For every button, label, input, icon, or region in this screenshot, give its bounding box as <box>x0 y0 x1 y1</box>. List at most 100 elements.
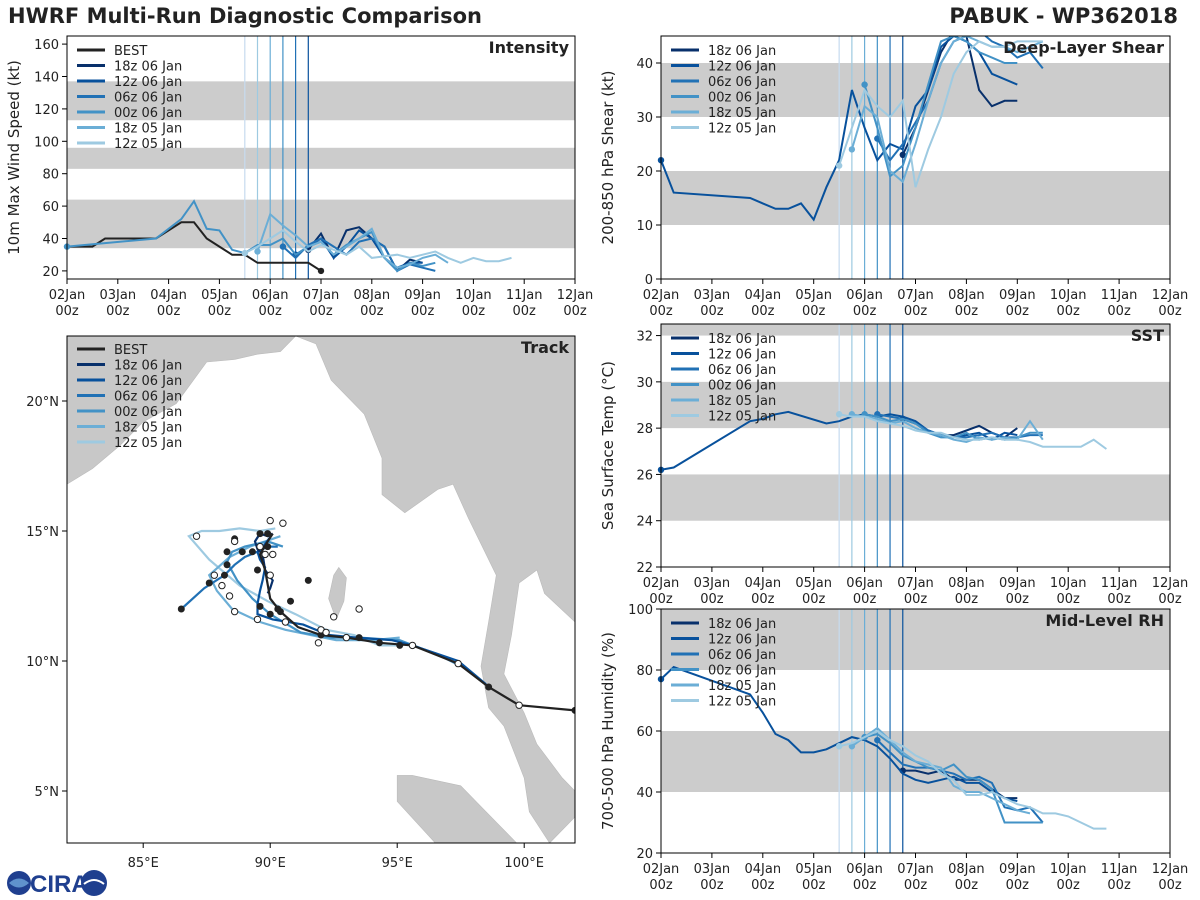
logo-text: CIRA <box>30 871 89 898</box>
rh-ytick-label-100: 100 <box>628 603 653 618</box>
intensity-title: Intensity <box>489 38 570 57</box>
intensity-xtick-sublabel-10: 00z <box>563 304 587 319</box>
sst-legend-label-18z-06-jan: 18z 06 Jan <box>708 332 776 347</box>
rh-xtick-label-9: 11Jan <box>1101 862 1138 877</box>
intensity-xtick-label-7: 09Jan <box>404 288 441 303</box>
shear-xtick-sublabel-4: 00z <box>853 304 877 319</box>
sst-xtick-label-10: 12Jan <box>1152 576 1189 591</box>
rh-xtick-label-4: 06Jan <box>846 862 883 877</box>
shear-xtick-sublabel-0: 00z <box>649 304 673 319</box>
rh-xtick-sublabel-6: 00z <box>955 878 979 893</box>
track-ytick-label-2: 15°N <box>26 525 59 540</box>
sst-legend-label-12z-06-jan: 12z 06 Jan <box>708 348 776 363</box>
shear-start-marker-18z-06-jan <box>899 151 906 158</box>
intensity-series-18z-05-jan <box>256 212 449 269</box>
sst-xtick-label-8: 10Jan <box>1050 576 1087 591</box>
track-legend-label-18z-05-jan: 18z 05 Jan <box>114 421 182 436</box>
track-marker-open-22 <box>210 571 219 579</box>
rh-xtick-label-7: 09Jan <box>999 862 1036 877</box>
track-marker-filled-21 <box>396 641 404 649</box>
sst-xtick-label-2: 04Jan <box>745 576 782 591</box>
shear-start-marker-18z-05-jan <box>848 146 856 153</box>
shear-xtick-sublabel-1: 00z <box>700 304 724 319</box>
shear-xtick-label-10: 12Jan <box>1152 288 1189 303</box>
shear-xtick-label-5: 07Jan <box>897 288 934 303</box>
sst-legend-label-18z-05-jan: 18z 05 Jan <box>708 394 776 409</box>
cira-logo: CIRA <box>7 870 107 898</box>
storm-id: PABUK - WP362018 <box>949 4 1178 28</box>
rh-xtick-sublabel-1: 00z <box>700 878 724 893</box>
shear-xtick-sublabel-3: 00z <box>802 304 826 319</box>
rh-xtick-label-8: 10Jan <box>1050 862 1087 877</box>
rh-legend-label-06z-06-jan: 06z 06 Jan <box>708 648 776 663</box>
rh-series-00z-06-jan <box>864 732 1043 824</box>
track-marker-filled-16 <box>177 605 185 613</box>
track-marker-filled-6 <box>256 602 264 610</box>
track-panel: 85°E 90°E 95°E 100°E 5°N 10°N 15°N 20°N Track BES… <box>26 335 576 871</box>
intensity-legend-label-18z-06-jan: 18z 06 Jan <box>114 60 182 75</box>
sst-xtick-sublabel-2: 00z <box>751 592 775 607</box>
rh-xtick-sublabel-7: 00z <box>1006 878 1030 893</box>
track-marker-filled-23 <box>264 543 272 551</box>
track-marker-filled-10 <box>223 548 231 556</box>
sst-xtick-sublabel-5: 00z <box>904 592 928 607</box>
track-marker-filled-18 <box>287 597 295 605</box>
track-marker-open-9 <box>261 550 269 559</box>
intensity-xtick-sublabel-6: 00z <box>360 304 384 319</box>
track-marker-open-3 <box>342 633 351 642</box>
intensity-ytick-label-120: 120 <box>34 103 59 118</box>
figure-title: HWRF Multi-Run Diagnostic Comparison <box>8 4 483 28</box>
track-marker-open-5 <box>330 613 338 621</box>
shear-ylabel: 200-850 hPa Shear (kt) <box>599 71 617 245</box>
shear-xtick-label-7: 09Jan <box>999 288 1036 303</box>
rh-legend-label-18z-05-jan: 18z 05 Jan <box>708 679 776 694</box>
sst-panel: 22242628303202Jan00z03Jan00z04Jan00z05Ja… <box>599 323 1189 607</box>
sst-ytick-label-28: 28 <box>636 422 653 437</box>
rh-xtick-label-0: 02Jan <box>643 862 680 877</box>
intensity-xtick-label-8: 10Jan <box>455 288 492 303</box>
sst-band-2 <box>661 324 1170 336</box>
track-legend-label-18z-06-jan: 18z 06 Jan <box>114 359 182 374</box>
shear-ytick-label-30: 30 <box>636 111 653 126</box>
rh-start-marker-12z-05-jan <box>835 743 843 750</box>
shear-legend-label-12z-05-jan: 12z 05 Jan <box>708 122 776 137</box>
shear-xtick-label-9: 11Jan <box>1101 288 1138 303</box>
shear-series-00z-06-jan <box>863 36 1018 179</box>
sst-xtick-label-4: 06Jan <box>846 576 883 591</box>
intensity-xtick-label-0: 02Jan <box>49 288 86 303</box>
shear-legend-label-06z-06-jan: 06z 06 Jan <box>708 75 776 90</box>
sst-xtick-sublabel-4: 00z <box>853 592 877 607</box>
rh-start-marker-18z-05-jan <box>848 743 856 750</box>
shear-xtick-label-2: 04Jan <box>745 288 782 303</box>
track-marker-filled-8 <box>256 530 264 538</box>
intensity-xtick-label-6: 08Jan <box>354 288 391 303</box>
rh-legend-label-12z-05-jan: 12z 05 Jan <box>708 695 776 710</box>
shear-title: Deep-Layer Shear <box>1003 38 1164 57</box>
track-marker-filled-17 <box>254 566 261 574</box>
shear-start-marker-00z-06-jan <box>861 81 868 88</box>
seal-icon <box>81 870 107 896</box>
sst-legend-label-12z-05-jan: 12z 05 Jan <box>708 410 776 425</box>
shear-xtick-sublabel-2: 00z <box>751 304 775 319</box>
intensity-xtick-sublabel-5: 00z <box>309 304 333 319</box>
track-marker-filled-12 <box>238 548 246 556</box>
land-mass-2 <box>328 566 347 621</box>
intensity-xtick-label-1: 03Jan <box>100 288 137 303</box>
track-legend-label-06z-06-jan: 06z 06 Jan <box>114 390 182 405</box>
sst-xtick-label-3: 05Jan <box>795 576 832 591</box>
sst-series-12z-05-jan <box>838 413 1107 450</box>
shear-legend-label-12z-06-jan: 12z 06 Jan <box>708 60 776 75</box>
intensity-xtick-label-5: 07Jan <box>303 288 340 303</box>
track-legend-label-12z-06-jan: 12z 06 Jan <box>114 374 182 389</box>
sst-ylabel: Sea Surface Temp (°C) <box>599 361 617 530</box>
intensity-legend-label-00z-06-jan: 00z 06 Jan <box>114 106 182 121</box>
track-marker-open-14 <box>230 537 239 546</box>
intensity-start-marker-06z-06-jan <box>279 243 287 250</box>
track-marker-filled-13 <box>223 561 231 569</box>
intensity-best-end-marker <box>317 267 325 275</box>
track-marker-open-6 <box>355 605 363 613</box>
rh-xtick-sublabel-9: 00z <box>1107 878 1131 893</box>
rh-band-1 <box>661 609 1170 670</box>
rh-legend-label-18z-06-jan: 18z 06 Jan <box>708 617 776 632</box>
track-frame <box>66 335 576 844</box>
